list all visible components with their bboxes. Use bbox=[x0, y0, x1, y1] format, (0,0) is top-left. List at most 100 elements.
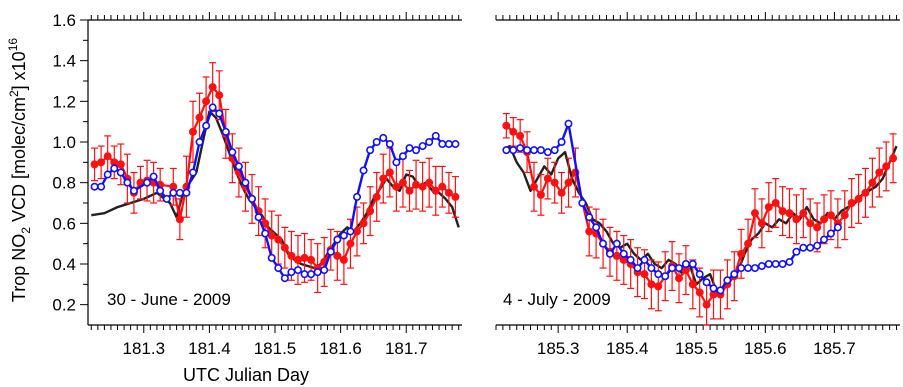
direct-sun-point bbox=[757, 219, 766, 228]
maxdoas-point bbox=[326, 247, 335, 256]
maxdoas-point bbox=[764, 259, 773, 268]
maxdoas-point bbox=[90, 182, 99, 191]
direct-sun-point bbox=[702, 300, 711, 309]
y-axis-title-mid: VCD [molec/cm bbox=[9, 97, 29, 227]
maxdoas-point bbox=[97, 182, 106, 191]
maxdoas-point bbox=[826, 229, 835, 238]
direct-sun-point bbox=[418, 182, 427, 191]
direct-sun-point bbox=[585, 227, 594, 236]
direct-sun-point bbox=[778, 207, 787, 216]
maxdoas-point bbox=[813, 241, 822, 250]
maxdoas-point bbox=[737, 264, 746, 273]
maxdoas-point bbox=[709, 284, 718, 293]
direct-sun-point bbox=[695, 288, 704, 297]
y-tick-label: 0.8 bbox=[52, 174, 76, 193]
maxdoas-point bbox=[806, 243, 815, 252]
x-tick-label: 185.6 bbox=[744, 339, 787, 358]
maxdoas-point bbox=[757, 262, 766, 271]
maxdoas-point bbox=[339, 231, 348, 240]
direct-sun-point bbox=[307, 255, 316, 264]
direct-sun-point bbox=[813, 223, 822, 232]
x-tick-label: 181.5 bbox=[254, 339, 297, 358]
maxdoas-point bbox=[215, 109, 224, 118]
y-axis-title-sub: 2 bbox=[19, 227, 33, 234]
maxdoas-point bbox=[202, 121, 211, 130]
maxdoas-point bbox=[392, 158, 401, 167]
direct-sun-point bbox=[339, 255, 348, 264]
direct-sun-point bbox=[792, 215, 801, 224]
maxdoas-point bbox=[661, 272, 670, 281]
maxdoas-point bbox=[110, 164, 119, 173]
maxdoas-point bbox=[444, 140, 453, 149]
maxdoas-point bbox=[592, 223, 601, 232]
maxdoas-point bbox=[346, 227, 355, 236]
maxdoas-point bbox=[516, 144, 525, 153]
maxdoas-point bbox=[274, 264, 283, 273]
maxdoas-point bbox=[799, 243, 808, 252]
maxdoas-point bbox=[702, 278, 711, 287]
maxdoas-point bbox=[647, 264, 656, 273]
direct-sun-point bbox=[392, 182, 401, 191]
maxdoas-point bbox=[543, 148, 552, 157]
direct-sun-point bbox=[619, 255, 628, 264]
direct-sun-point bbox=[550, 178, 559, 187]
maxdoas-point bbox=[431, 131, 440, 140]
direct-sun-point bbox=[215, 91, 224, 100]
x-tick-label: 185.3 bbox=[537, 339, 580, 358]
x-tick-label: 181.7 bbox=[385, 339, 428, 358]
direct-sun-point bbox=[346, 239, 355, 248]
direct-sun-point bbox=[90, 160, 99, 169]
maxdoas-point bbox=[509, 146, 518, 155]
maxdoas-point bbox=[188, 168, 197, 177]
x-tick-label: 181.6 bbox=[319, 339, 362, 358]
direct-sun-point bbox=[543, 174, 552, 183]
y-tick-label: 1.0 bbox=[52, 133, 76, 152]
zenith-series-line bbox=[91, 110, 460, 270]
date-annotation: 30 - June - 2009 bbox=[107, 290, 231, 309]
direct-sun-point bbox=[640, 270, 649, 279]
direct-sun-point bbox=[529, 182, 538, 191]
direct-sun-point bbox=[806, 219, 815, 228]
direct-sun-point bbox=[861, 188, 870, 197]
direct-sun-point bbox=[103, 152, 112, 161]
maxdoas-point bbox=[162, 194, 171, 203]
y-tick-label: 1.4 bbox=[52, 52, 76, 71]
maxdoas-point bbox=[688, 259, 697, 268]
maxdoas-point bbox=[385, 140, 394, 149]
date-annotation: 4 - July - 2009 bbox=[503, 290, 611, 309]
maxdoas-point bbox=[550, 146, 559, 155]
direct-sun-point bbox=[438, 182, 447, 191]
maxdoas-point bbox=[398, 152, 407, 161]
direct-sun-point bbox=[509, 127, 518, 136]
x-tick-label: 185.7 bbox=[813, 339, 856, 358]
maxdoas-point bbox=[750, 264, 759, 273]
direct-sun-point bbox=[169, 182, 178, 191]
maxdoas-point bbox=[626, 255, 635, 264]
direct-sun-point bbox=[208, 83, 217, 92]
x-tick-label: 185.5 bbox=[675, 339, 718, 358]
direct-sun-point bbox=[97, 158, 106, 167]
maxdoas-point bbox=[182, 188, 191, 197]
maxdoas-point bbox=[412, 146, 421, 155]
maxdoas-point bbox=[143, 178, 152, 187]
y-tick-label: 0.2 bbox=[52, 296, 76, 315]
maxdoas-point bbox=[320, 266, 329, 275]
direct-sun-point bbox=[412, 180, 421, 189]
direct-sun-point bbox=[612, 251, 621, 260]
direct-sun-point bbox=[405, 186, 414, 195]
maxdoas-point bbox=[744, 264, 753, 273]
maxdoas-point bbox=[605, 249, 614, 258]
maxdoas-point bbox=[695, 270, 704, 279]
maxdoas-point bbox=[366, 146, 375, 155]
direct-sun-point bbox=[847, 199, 856, 207]
maxdoas-point bbox=[313, 268, 322, 277]
maxdoas-point bbox=[730, 270, 739, 279]
direct-sun-point bbox=[688, 280, 697, 289]
direct-sun-point bbox=[764, 203, 773, 212]
maxdoas-point bbox=[523, 146, 532, 155]
y-tick-label: 1.2 bbox=[52, 92, 76, 111]
maxdoas-point bbox=[280, 274, 289, 283]
direct-sun-point bbox=[840, 211, 849, 220]
direct-sun-point bbox=[188, 127, 197, 136]
